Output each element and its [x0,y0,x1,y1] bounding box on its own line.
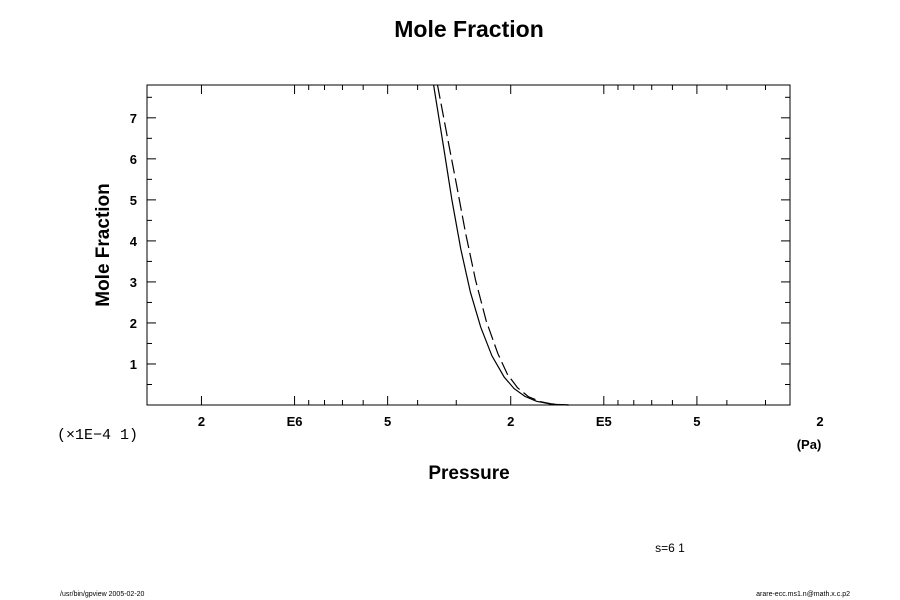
y-tick-label: 1 [130,357,137,372]
y-tick-label: 6 [130,152,137,167]
solid-series-line [433,84,569,406]
footer-left: /usr/bin/gpview 2005-02-20 [60,591,145,598]
y-tick-label: 4 [130,234,138,249]
y-axis-tick-labels: 1 2 3 4 5 6 7 [130,111,138,372]
chart-title: Mole Fraction [394,16,544,42]
x-axis-title: Pressure [428,463,509,484]
x-tick-label: E5 [596,414,612,429]
y-tick-label: 2 [130,316,137,331]
y-tick-label: 3 [130,275,137,290]
x-axis-tick-labels: 2 E6 5 2 E5 5 2 [198,414,824,429]
plot-frame [146,84,791,406]
dashed-series-line [436,84,569,406]
x-tick-label: 5 [693,414,700,429]
x-tick-label: 2 [198,414,205,429]
x-tick-label: 2 [816,414,823,429]
y-axis-title: Mole Fraction [93,183,114,307]
y-tick-label: 5 [130,193,137,208]
x-unit-label: (Pa) [797,437,822,452]
x-axis-ticks [146,85,767,405]
y-tick-label: 7 [130,111,137,126]
y-multiplier-label: (×1E−4 1) [57,427,138,444]
stamp-label: s=6 1 [655,541,685,555]
series-layer [433,84,569,406]
footer-right: arare-ecc.ms1.n@math.x.c.p2 [756,591,850,598]
x-tick-label: 2 [507,414,514,429]
y-axis-ticks [147,96,790,385]
x-tick-label: 5 [384,414,391,429]
x-tick-label: E6 [287,414,303,429]
